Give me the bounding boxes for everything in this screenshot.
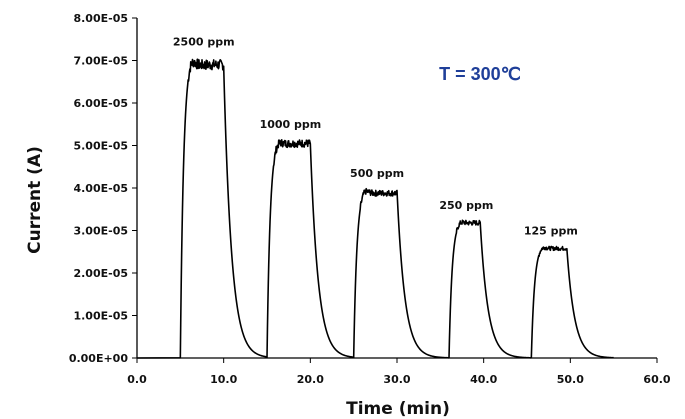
series-segment <box>530 245 615 359</box>
y-tick-label: 0.00E+00 <box>69 352 129 365</box>
pulse-label: 500 ppm <box>350 167 404 180</box>
pulse-label: 250 ppm <box>439 199 493 212</box>
series-group <box>136 58 615 359</box>
x-axis-title: Time (min) <box>346 399 450 419</box>
y-axis-ticks: 0.00E+00 1.00E-05 2.00E-05 3.00E-05 4.00E-05… <box>69 12 137 365</box>
series-segment <box>352 187 450 359</box>
x-tick-label: 10.0 <box>210 373 237 386</box>
y-axis-title: Current (A) <box>25 146 45 254</box>
x-axis-ticks: 0.0 10.0 20.0 30.0 40.0 50.0 60.0 <box>127 358 671 386</box>
y-tick-label: 3.00E-05 <box>73 225 128 238</box>
pulse-label: 2500 ppm <box>173 35 235 48</box>
y-tick-label: 8.00E-05 <box>73 12 128 25</box>
series-segment <box>448 219 532 359</box>
temperature-annotation: T = 300℃ <box>439 64 521 84</box>
y-tick-label: 6.00E-05 <box>73 97 128 110</box>
x-tick-label: 60.0 <box>643 373 670 386</box>
y-tick-label: 4.00E-05 <box>73 182 128 195</box>
y-tick-label: 5.00E-05 <box>73 140 128 153</box>
axes <box>136 18 657 359</box>
y-tick-label: 1.00E-05 <box>73 310 128 323</box>
pulse-label: 1000 ppm <box>260 118 322 131</box>
x-tick-label: 50.0 <box>557 373 584 386</box>
x-tick-label: 20.0 <box>297 373 324 386</box>
pulse-labels: 2500 ppm 1000 ppm 500 ppm 250 ppm 125 ppm <box>173 35 578 237</box>
x-tick-label: 0.0 <box>127 373 147 386</box>
series-segment <box>136 58 268 359</box>
x-tick-label: 30.0 <box>383 373 410 386</box>
pulse-label: 125 ppm <box>524 224 578 237</box>
x-tick-label: 40.0 <box>470 373 497 386</box>
y-tick-label: 7.00E-05 <box>73 55 128 68</box>
y-tick-label: 2.00E-05 <box>73 267 128 280</box>
series-segment <box>266 139 355 358</box>
